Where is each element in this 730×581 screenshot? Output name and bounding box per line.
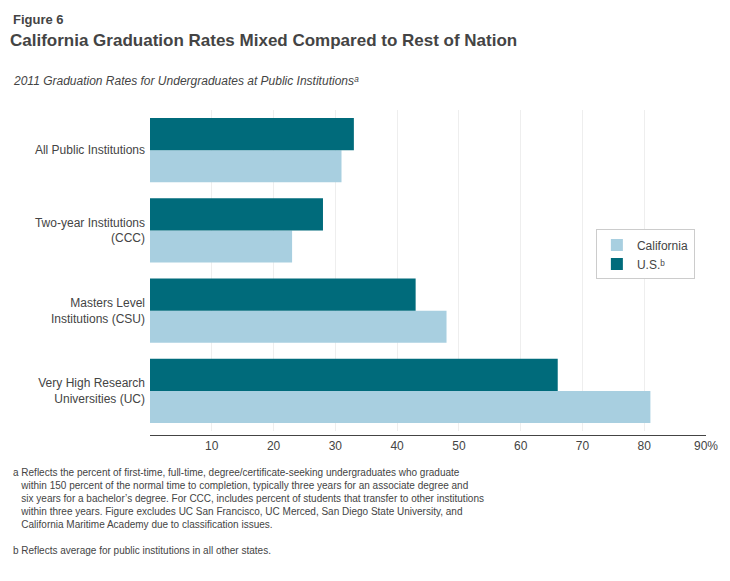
svg-text:Masters LevelInstitutions (CSU: Masters LevelInstitutions (CSU) xyxy=(51,296,145,326)
svg-text:Figure 6: Figure 6 xyxy=(13,12,64,27)
svg-text:10: 10 xyxy=(205,439,219,453)
svg-text:70: 70 xyxy=(576,439,590,453)
svg-text:2011 Graduation Rates for Unde: 2011 Graduation Rates for Undergraduates… xyxy=(13,74,359,88)
svg-text:U.S.ᵇ: U.S.ᵇ xyxy=(637,258,665,272)
svg-text:90%: 90% xyxy=(694,439,718,453)
svg-text:California: California xyxy=(637,239,688,253)
svg-text:All Public Institutions: All Public Institutions xyxy=(35,143,145,157)
svg-text:Very High ResearchUniversities: Very High ResearchUniversities (UC) xyxy=(38,376,145,406)
svg-text:60: 60 xyxy=(514,439,528,453)
svg-text:40: 40 xyxy=(390,439,404,453)
svg-text:a Reflects the percent of firs: a Reflects the percent of first-time, fu… xyxy=(13,467,484,530)
svg-text:California Graduation Rates Mi: California Graduation Rates Mixed Compar… xyxy=(10,31,517,50)
svg-text:b Reflects average for public: b Reflects average for public institutio… xyxy=(13,545,271,556)
svg-text:80: 80 xyxy=(638,439,652,453)
svg-text:20: 20 xyxy=(267,439,281,453)
svg-text:50: 50 xyxy=(452,439,466,453)
svg-text:30: 30 xyxy=(329,439,343,453)
svg-text:Two-year Institutions(CCC): Two-year Institutions(CCC) xyxy=(35,216,145,246)
